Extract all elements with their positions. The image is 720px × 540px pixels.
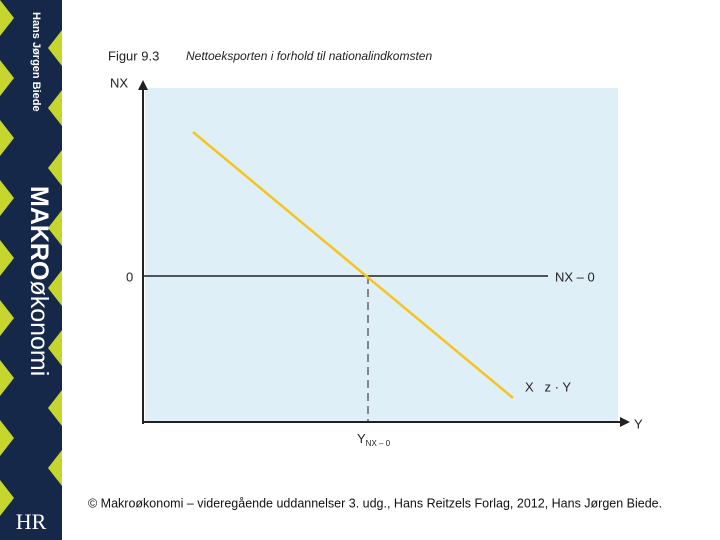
figure-title: Nettoeksporten i forhold til nationalind… [186, 49, 432, 63]
figure-number: Figur 9.3 [108, 48, 159, 63]
x-axis-arrow [620, 417, 630, 427]
y-axis-label: NX [110, 75, 128, 90]
spine-title-bold: MAKRO [25, 186, 53, 280]
spine-author: Hans Jørgen Biede [30, 12, 42, 112]
intersection-main: Y [357, 431, 366, 446]
intersection-subscript: NX – 0 [366, 439, 391, 448]
spine-logo: HR [16, 509, 47, 534]
intersection-label: YNX – 0 [357, 431, 391, 448]
x-axis-label: Y [634, 416, 643, 431]
y-axis-arrow [138, 80, 148, 90]
spine-title-rest: økonomi [25, 280, 53, 376]
plot-area [145, 88, 618, 422]
zero-label: 0 [126, 269, 133, 284]
spine [0, 0, 62, 540]
line-label: X z · Y [525, 379, 571, 394]
footer: © Makroøkonomi – videregående uddannelse… [88, 496, 662, 510]
nx-line [192, 131, 514, 399]
spine-title: MAKROøkonomi [25, 186, 53, 376]
spine-pattern [0, 0, 62, 516]
zero-line-label: NX – 0 [555, 269, 595, 284]
